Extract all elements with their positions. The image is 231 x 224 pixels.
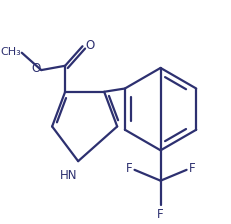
- Text: F: F: [188, 162, 195, 175]
- Text: F: F: [157, 209, 163, 222]
- Text: O: O: [31, 62, 40, 75]
- Text: F: F: [125, 162, 132, 175]
- Text: CH₃: CH₃: [0, 47, 21, 57]
- Text: O: O: [85, 39, 94, 52]
- Text: HN: HN: [59, 169, 77, 182]
